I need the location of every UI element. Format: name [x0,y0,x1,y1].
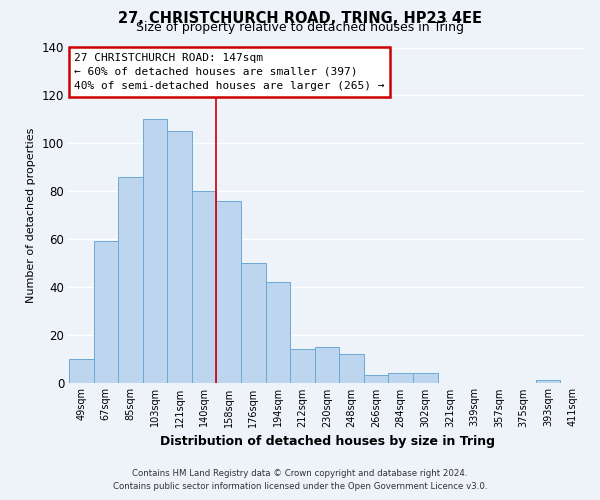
X-axis label: Distribution of detached houses by size in Tring: Distribution of detached houses by size … [160,435,494,448]
Bar [266,282,290,382]
Bar [364,376,388,382]
Y-axis label: Number of detached properties: Number of detached properties [26,128,36,302]
Bar [217,200,241,382]
Bar [192,191,217,382]
Bar [413,373,437,382]
Bar [339,354,364,382]
Text: 27, CHRISTCHURCH ROAD, TRING, HP23 4EE: 27, CHRISTCHURCH ROAD, TRING, HP23 4EE [118,11,482,26]
Text: 27 CHRISTCHURCH ROAD: 147sqm
← 60% of detached houses are smaller (397)
40% of s: 27 CHRISTCHURCH ROAD: 147sqm ← 60% of de… [74,52,385,92]
Text: Contains HM Land Registry data © Crown copyright and database right 2024.
Contai: Contains HM Land Registry data © Crown c… [113,469,487,491]
Bar [94,242,118,382]
Bar [143,120,167,382]
Bar [290,349,315,382]
Bar [241,263,266,382]
Text: Size of property relative to detached houses in Tring: Size of property relative to detached ho… [136,22,464,35]
Bar [69,358,94,382]
Bar [536,380,560,382]
Bar [167,131,192,382]
Bar [118,176,143,382]
Bar [315,346,339,382]
Bar [388,373,413,382]
